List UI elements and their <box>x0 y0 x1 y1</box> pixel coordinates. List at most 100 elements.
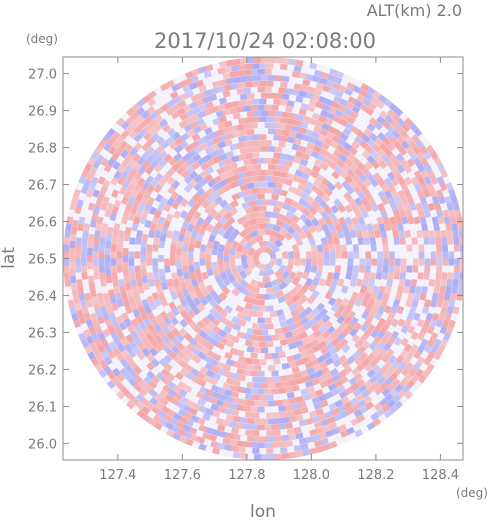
radar-cell <box>420 325 429 335</box>
radar-cell <box>149 223 157 232</box>
radar-cell <box>231 192 241 201</box>
radar-cell <box>374 154 384 164</box>
radar-cell <box>215 417 224 425</box>
x-tick-label: 128.4 <box>422 468 459 483</box>
radar-cell <box>288 303 298 312</box>
radar-cell <box>433 156 442 166</box>
radar-cell <box>171 131 181 141</box>
radar-cell <box>279 153 288 161</box>
radar-cell <box>317 340 327 349</box>
radar-cell <box>166 197 176 207</box>
radar-cell <box>208 200 218 210</box>
radar-cell <box>408 140 418 150</box>
radar-cell <box>137 342 147 352</box>
radar-cell <box>435 189 444 198</box>
radar-cell <box>87 202 96 211</box>
radar-cell <box>223 211 233 221</box>
radar-cell <box>344 216 353 226</box>
radar-cell <box>384 285 392 294</box>
radar-cell <box>277 314 287 322</box>
radar-cell <box>440 279 447 287</box>
radar-cell <box>87 233 95 242</box>
radar-cell <box>222 126 231 135</box>
radar-cell <box>117 176 126 186</box>
radar-cell <box>182 104 192 113</box>
radar-cell <box>452 306 460 315</box>
radar-cell <box>318 394 327 403</box>
radar-cell <box>198 84 208 93</box>
radar-cell <box>298 90 307 98</box>
radar-cell <box>367 278 375 288</box>
radar-cell <box>241 307 251 316</box>
radar-cell <box>392 209 401 218</box>
radar-cell <box>146 184 156 194</box>
radar-cell <box>315 120 324 128</box>
radar-cell <box>210 227 220 237</box>
x-axis-label: lon <box>250 502 276 521</box>
radar-cell <box>176 333 185 343</box>
radar-cell <box>229 180 239 189</box>
radar-cell <box>124 164 133 174</box>
radar-cell <box>457 223 463 231</box>
radar-cell <box>275 289 285 298</box>
radar-cell <box>205 426 214 435</box>
radar-cell <box>416 230 424 238</box>
radar-cell <box>100 279 107 287</box>
radar-cell <box>158 150 168 160</box>
radar-cell <box>264 262 273 271</box>
radar-cell <box>217 387 226 395</box>
radar-cell <box>248 236 258 246</box>
radar-cell <box>333 198 343 208</box>
radar-cell <box>237 171 247 180</box>
radar-cell <box>430 176 439 185</box>
radar-cell <box>361 389 371 399</box>
radar-cell <box>280 446 288 454</box>
radar-cell <box>390 223 398 232</box>
radar-cell <box>279 375 288 382</box>
radar-cell <box>340 223 349 232</box>
radar-cell <box>111 272 118 280</box>
radar-cell <box>120 170 129 180</box>
radar-cell <box>135 393 145 403</box>
radar-cell <box>326 271 335 281</box>
radar-cell <box>255 311 263 318</box>
radar-cell <box>394 292 403 301</box>
radar-cell <box>113 223 121 232</box>
radar-cell <box>176 401 186 410</box>
radar-cell <box>224 102 233 110</box>
radar-cell <box>439 285 446 294</box>
radar-cell <box>104 356 113 366</box>
chart-title: 2017/10/24 02:08:00 <box>154 29 376 53</box>
radar-cell <box>236 264 244 274</box>
radar-cell <box>218 134 228 142</box>
radar-cell <box>367 298 376 308</box>
radar-cell <box>375 272 383 280</box>
radar-cell <box>181 354 191 364</box>
radar-cell <box>137 165 147 175</box>
radar-cell <box>255 235 264 243</box>
radar-cell <box>322 84 331 93</box>
radar-cell <box>288 58 297 66</box>
radar-cell <box>231 335 240 344</box>
radar-cell <box>447 237 454 245</box>
radar-cell <box>444 195 452 205</box>
radar-cell <box>443 332 451 342</box>
radar-cell <box>368 341 378 351</box>
radar-cell <box>153 323 163 333</box>
radar-cell <box>163 362 173 372</box>
radar-cell <box>386 108 396 118</box>
radar-cell <box>312 434 321 442</box>
radar-cell <box>316 153 326 163</box>
radar-cell <box>431 312 440 322</box>
radar-cell <box>205 389 215 397</box>
radar-cell <box>280 411 288 418</box>
radar-cell <box>281 325 290 334</box>
radar-cell <box>190 367 200 377</box>
radar-cell <box>141 275 149 284</box>
radar-cell <box>349 328 358 337</box>
radar-cell <box>205 64 214 72</box>
radar-cell <box>371 380 381 390</box>
radar-cell <box>241 201 251 210</box>
radar-cell <box>151 132 161 142</box>
radar-cell <box>231 155 240 163</box>
